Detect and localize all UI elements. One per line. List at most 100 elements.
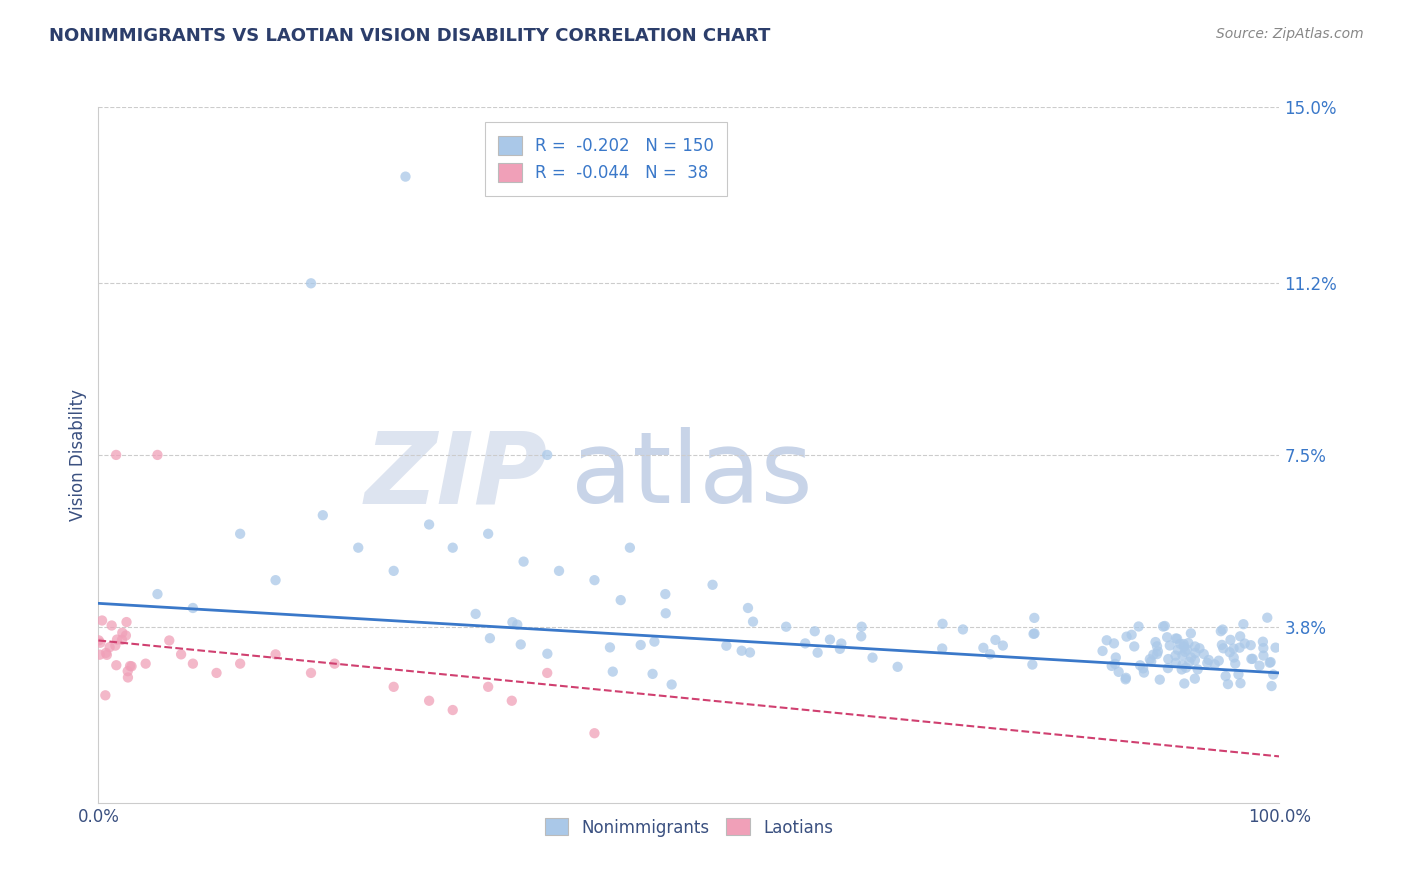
Point [1164,632,1187,646]
Point [737,601,759,615]
Point [1171,657,1194,672]
Point [96,648,118,662]
Point [1229,629,1251,643]
Point [548,564,571,578]
Point [1147,644,1170,658]
Point [979,647,1001,661]
Point [146,587,169,601]
Point [478,631,501,645]
Point [1170,663,1192,677]
Point [1249,658,1271,673]
Point [1253,648,1275,663]
Point [111,632,134,647]
Point [501,694,523,708]
Point [1174,645,1197,659]
Point [807,646,830,660]
Point [1167,642,1189,657]
Point [1123,640,1146,654]
Point [205,665,228,680]
Point [1188,641,1211,656]
Point [738,645,761,659]
Point [105,658,128,673]
Point [477,526,499,541]
Text: atlas: atlas [571,427,813,524]
Point [1173,637,1195,651]
Point [347,541,370,555]
Point [1212,641,1234,656]
Point [1253,640,1275,655]
Point [702,578,724,592]
Point [506,617,529,632]
Point [1219,645,1241,659]
Point [818,632,841,647]
Point [1128,619,1150,633]
Point [641,666,664,681]
Point [115,628,138,642]
Point [1178,655,1201,669]
Point [1215,669,1237,683]
Point [851,620,873,634]
Point [931,641,953,656]
Point [1168,637,1191,651]
Point [1256,610,1278,624]
Point [121,659,143,673]
Point [170,648,193,662]
Point [264,573,287,587]
Point [1095,633,1118,648]
Point [418,517,440,532]
Point [609,593,631,607]
Point [146,448,169,462]
Point [1225,657,1247,671]
Point [312,508,335,523]
Point [1184,646,1206,660]
Point [1241,652,1264,666]
Point [509,637,531,651]
Point [117,670,139,684]
Point [1216,677,1239,691]
Point [1184,653,1206,667]
Point [1133,665,1156,680]
Point [512,555,534,569]
Point [619,541,641,555]
Point [1171,648,1194,663]
Point [1129,658,1152,673]
Point [716,639,738,653]
Point [100,618,122,632]
Point [1260,655,1282,669]
Point [1177,636,1199,650]
Point [972,640,994,655]
Point [654,607,676,621]
Point [181,601,204,615]
Point [98,640,121,655]
Point [105,632,128,647]
Point [803,624,825,639]
Point [1159,639,1181,653]
Point [952,623,974,637]
Point [1157,661,1180,675]
Point [1121,628,1143,642]
Point [775,620,797,634]
Point [117,664,139,678]
Point [536,647,558,661]
Point [104,639,127,653]
Y-axis label: Vision Disability: Vision Disability [69,389,87,521]
Point [94,646,117,660]
Point [1260,679,1282,693]
Point [931,616,953,631]
Point [1140,654,1163,668]
Point [1173,640,1195,654]
Point [1251,634,1274,648]
Legend: Nonimmigrants, Laotians: Nonimmigrants, Laotians [538,812,839,843]
Point [1208,654,1230,668]
Point [1240,652,1263,666]
Point [111,625,134,640]
Point [1180,626,1202,640]
Point [742,615,765,629]
Point [1187,662,1209,676]
Point [91,614,114,628]
Point [536,448,558,462]
Point [1258,656,1281,670]
Point [418,694,440,708]
Point [1197,656,1219,670]
Point [1091,644,1114,658]
